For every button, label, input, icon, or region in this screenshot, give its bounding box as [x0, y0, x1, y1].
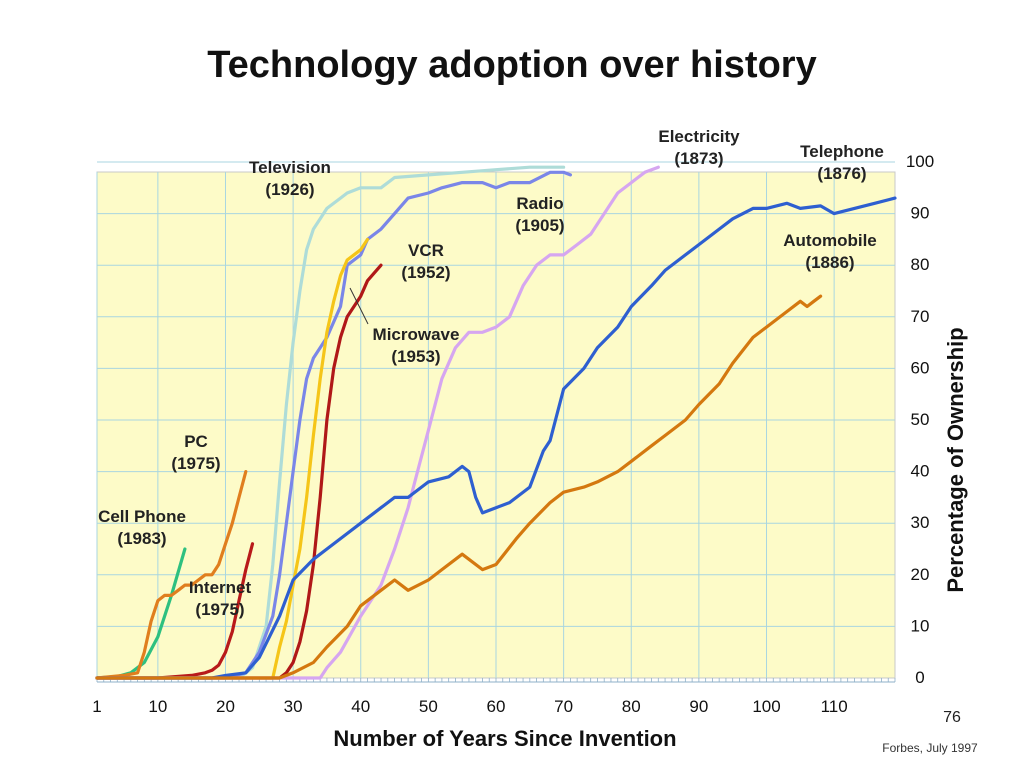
- series-year-television: (1926): [265, 180, 314, 199]
- series-year-telephone: (1876): [817, 164, 866, 183]
- series-year-cell-phone: (1983): [117, 529, 166, 548]
- series-label-electricity: Electricity: [658, 127, 740, 146]
- series-label-television: Television: [249, 158, 331, 177]
- slide-number: 76: [943, 709, 961, 726]
- y-tick-label: 70: [911, 307, 930, 326]
- y-tick-label: 20: [911, 565, 930, 584]
- series-label-cell-phone: Cell Phone: [98, 507, 186, 526]
- series-label-microwave: Microwave: [373, 325, 460, 344]
- series-year-radio: (1905): [515, 216, 564, 235]
- series-line-automobile: [95, 294, 823, 680]
- series-label-telephone: Telephone: [800, 142, 884, 161]
- series-year-vcr: (1952): [401, 263, 450, 282]
- y-tick-label: 50: [911, 410, 930, 429]
- series-line-television: [95, 165, 566, 680]
- series-label-internet: Internet: [189, 578, 252, 597]
- y-tick-label: 80: [911, 255, 930, 274]
- y-tick-label: 90: [911, 204, 930, 223]
- series-label-automobile: Automobile: [783, 231, 877, 250]
- series-line-radio: [95, 170, 573, 680]
- series-line-electricity: [95, 165, 660, 680]
- x-tick-label: 1: [92, 697, 101, 716]
- x-tick-label: 100: [752, 697, 780, 716]
- series-label-pc: PC: [184, 432, 208, 451]
- x-tick-label: 10: [148, 697, 167, 716]
- x-tick-label: 60: [487, 697, 506, 716]
- microwave-leader-line: [349, 287, 369, 325]
- chart-title: Technology adoption over history: [207, 44, 816, 86]
- series-label-radio: Radio: [516, 194, 563, 213]
- x-tick-label: 70: [554, 697, 573, 716]
- series-line-telephone: [95, 196, 897, 680]
- series-line-internet: [95, 542, 255, 680]
- x-tick-label: 50: [419, 697, 438, 716]
- x-tick-label: 20: [216, 697, 235, 716]
- series-year-automobile: (1886): [805, 253, 854, 272]
- series-year-electricity: (1873): [674, 149, 723, 168]
- y-axis-label: Percentage of Ownership: [943, 327, 968, 592]
- x-axis-label: Number of Years Since Invention: [333, 726, 676, 751]
- series-year-pc: (1975): [171, 454, 220, 473]
- series-line-vcr: [95, 237, 370, 680]
- series-year-internet: (1975): [195, 600, 244, 619]
- series-label-vcr: VCR: [408, 241, 444, 260]
- series-line-microwave: [95, 263, 383, 680]
- x-tick-label: 40: [351, 697, 370, 716]
- y-tick-label: 10: [911, 616, 930, 635]
- source-note: Forbes, July 1997: [882, 741, 978, 755]
- series-year-microwave: (1953): [391, 347, 440, 366]
- x-tick-label: 110: [821, 697, 848, 716]
- x-tick-label: 90: [689, 697, 708, 716]
- y-tick-label: 100: [906, 152, 934, 171]
- y-tick-label: 60: [911, 358, 930, 377]
- series-line-pc: [95, 470, 248, 680]
- y-tick-label: 0: [915, 668, 924, 687]
- y-tick-label: 40: [911, 462, 930, 481]
- x-tick-label: 30: [284, 697, 303, 716]
- x-tick-label: 80: [622, 697, 641, 716]
- y-tick-label: 30: [911, 513, 930, 532]
